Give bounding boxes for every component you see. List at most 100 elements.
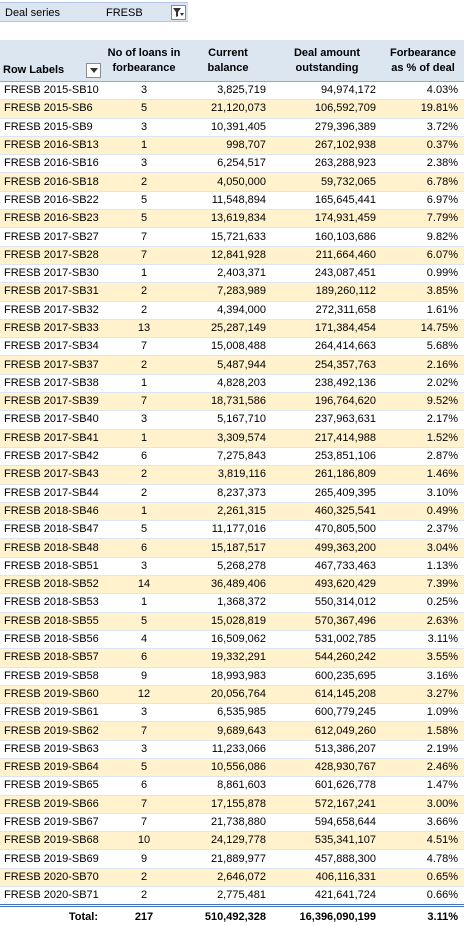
row-label: FRESB 2015-SB6 xyxy=(0,99,104,119)
deal-cell: 406,116,331 xyxy=(272,868,382,888)
row-label: FRESB 2018-SB46 xyxy=(0,502,104,522)
pct-cell: 4.03% xyxy=(382,81,464,101)
row-labels-header[interactable]: Row Labels xyxy=(0,40,104,82)
pct-cell: 0.65% xyxy=(382,868,464,888)
loans-cell: 2 xyxy=(104,282,184,302)
pct-cell: 3.11% xyxy=(382,630,464,650)
row-label: FRESB 2016-SB16 xyxy=(0,154,104,174)
deal-cell: 421,641,724 xyxy=(272,886,382,907)
row-label: FRESB 2018-SB57 xyxy=(0,648,104,668)
table-row: FRESB 2015-SB9 3 10,391,405 279,396,389 3.72… xyxy=(0,118,464,137)
row-label: FRESB 2017-SB31 xyxy=(0,282,104,302)
table-row: FRESB 2018-SB47 5 11,177,016 470,805,500 2.3… xyxy=(0,520,464,540)
loans-cell: 3 xyxy=(104,118,184,137)
table-row: FRESB 2017-SB33 13 25,287,149 171,384,454 14… xyxy=(0,319,464,339)
loans-cell: 9 xyxy=(104,667,184,686)
deal-cell: 174,931,459 xyxy=(272,209,382,229)
loans-cell: 3 xyxy=(104,557,184,577)
balance-cell: 18,993,983 xyxy=(184,667,272,686)
deal-cell: 106,592,709 xyxy=(272,99,382,119)
deal-cell: 470,805,500 xyxy=(272,520,382,540)
pct-header-line1: Forbearance xyxy=(389,46,457,59)
table-row: FRESB 2018-SB52 14 36,489,406 493,620,429 7.… xyxy=(0,575,464,595)
row-labels-dropdown-button[interactable] xyxy=(86,63,101,78)
loans-cell: 7 xyxy=(104,813,184,833)
balance-header-line1: Current xyxy=(208,46,248,59)
table-row: FRESB 2017-SB38 1 4,828,203 238,492,136 2.02… xyxy=(0,374,464,394)
loans-cell: 2 xyxy=(104,301,184,320)
filter-dropdown-button[interactable] xyxy=(171,5,186,20)
balance-cell: 12,841,928 xyxy=(184,246,272,265)
balance-cell: 4,828,203 xyxy=(184,374,272,394)
balance-cell: 7,283,989 xyxy=(184,282,272,302)
loans-cell: 1 xyxy=(104,502,184,522)
pct-cell: 1.58% xyxy=(382,721,464,741)
loans-cell: 3 xyxy=(104,703,184,723)
balance-cell: 16,509,062 xyxy=(184,630,272,650)
balance-cell: 17,155,878 xyxy=(184,795,272,814)
table-row: FRESB 2018-SB46 1 2,261,315 460,325,541 0.49… xyxy=(0,502,464,522)
loans-cell: 5 xyxy=(104,520,184,540)
row-label: FRESB 2018-SB52 xyxy=(0,575,104,595)
loans-cell: 7 xyxy=(104,392,184,412)
loans-cell: 2 xyxy=(104,355,184,375)
deal-cell: 279,396,389 xyxy=(272,118,382,137)
pct-cell: 3.10% xyxy=(382,484,464,503)
row-label: FRESB 2020-SB70 xyxy=(0,868,104,888)
table-row: FRESB 2017-SB31 2 7,283,989 189,260,112 3.85… xyxy=(0,282,464,302)
table-row: FRESB 2019-SB58 9 18,993,983 600,235,695 3.1… xyxy=(0,667,464,686)
table-row: FRESB 2018-SB57 6 19,332,291 544,260,242 3.5… xyxy=(0,648,464,668)
balance-cell: 6,535,985 xyxy=(184,703,272,723)
pivot-body: FRESB 2015-SB10 3 3,825,719 94,974,172 4.03%… xyxy=(0,81,464,907)
pct-cell: 0.25% xyxy=(382,593,464,613)
filter-label: Deal series xyxy=(0,2,98,22)
table-row: FRESB 2015-SB10 3 3,825,719 94,974,172 4.03% xyxy=(0,81,464,101)
table-row: FRESB 2017-SB41 1 3,309,574 217,414,988 1.52… xyxy=(0,429,464,448)
total-balance: 510,492,328 xyxy=(184,904,272,926)
filter-icon xyxy=(173,8,184,17)
row-label: FRESB 2018-SB48 xyxy=(0,538,104,558)
deal-cell: 94,974,172 xyxy=(272,81,382,101)
deal-cell: 253,851,106 xyxy=(272,447,382,467)
balance-cell: 5,167,710 xyxy=(184,410,272,430)
row-label: FRESB 2019-SB58 xyxy=(0,667,104,686)
table-row: FRESB 2018-SB56 4 16,509,062 531,002,785 3.1… xyxy=(0,630,464,650)
balance-cell: 11,177,016 xyxy=(184,520,272,540)
loans-cell: 5 xyxy=(104,191,184,211)
loans-cell: 14 xyxy=(104,575,184,595)
pct-cell: 2.87% xyxy=(382,447,464,467)
row-label: FRESB 2018-SB47 xyxy=(0,520,104,540)
loans-cell: 3 xyxy=(104,740,184,759)
row-label: FRESB 2019-SB64 xyxy=(0,758,104,778)
deal-cell: 160,103,686 xyxy=(272,227,382,247)
deal-cell: 457,888,300 xyxy=(272,849,382,869)
header-row: Row Labels No of loans in forbearance Cu… xyxy=(0,40,464,82)
table-row: FRESB 2017-SB27 7 15,721,633 160,103,686 9.8… xyxy=(0,227,464,247)
table-row: FRESB 2016-SB23 5 13,619,834 174,931,459 7.7… xyxy=(0,209,464,229)
filter-value: FRESB xyxy=(106,7,143,19)
loans-cell: 4 xyxy=(104,630,184,650)
row-label: FRESB 2017-SB43 xyxy=(0,465,104,485)
pct-cell: 1.61% xyxy=(382,301,464,320)
loans-cell: 6 xyxy=(104,447,184,467)
balance-cell: 36,489,406 xyxy=(184,575,272,595)
balance-header-line2: balance xyxy=(207,61,249,74)
balance-header: Current balance xyxy=(184,40,272,82)
table-row: FRESB 2019-SB64 5 10,556,086 428,930,767 2.4… xyxy=(0,758,464,778)
balance-cell: 11,548,894 xyxy=(184,191,272,211)
pivot-table: Row Labels No of loans in forbearance Cu… xyxy=(0,40,464,926)
loans-cell: 7 xyxy=(104,721,184,741)
row-label: FRESB 2019-SB62 xyxy=(0,721,104,741)
row-label: FRESB 2018-SB56 xyxy=(0,630,104,650)
deal-cell: 428,930,767 xyxy=(272,758,382,778)
loans-header: No of loans in forbearance xyxy=(104,40,184,82)
row-label: FRESB 2019-SB69 xyxy=(0,849,104,869)
deal-cell: 513,386,207 xyxy=(272,740,382,759)
row-label: FRESB 2016-SB23 xyxy=(0,209,104,229)
loans-cell: 5 xyxy=(104,209,184,229)
table-row: FRESB 2018-SB48 6 15,187,517 499,363,200 3.0… xyxy=(0,538,464,558)
filter-value-cell[interactable]: FRESB xyxy=(98,2,188,22)
row-label: FRESB 2017-SB28 xyxy=(0,246,104,265)
pct-cell: 1.47% xyxy=(382,776,464,796)
deal-cell: 263,288,923 xyxy=(272,154,382,174)
